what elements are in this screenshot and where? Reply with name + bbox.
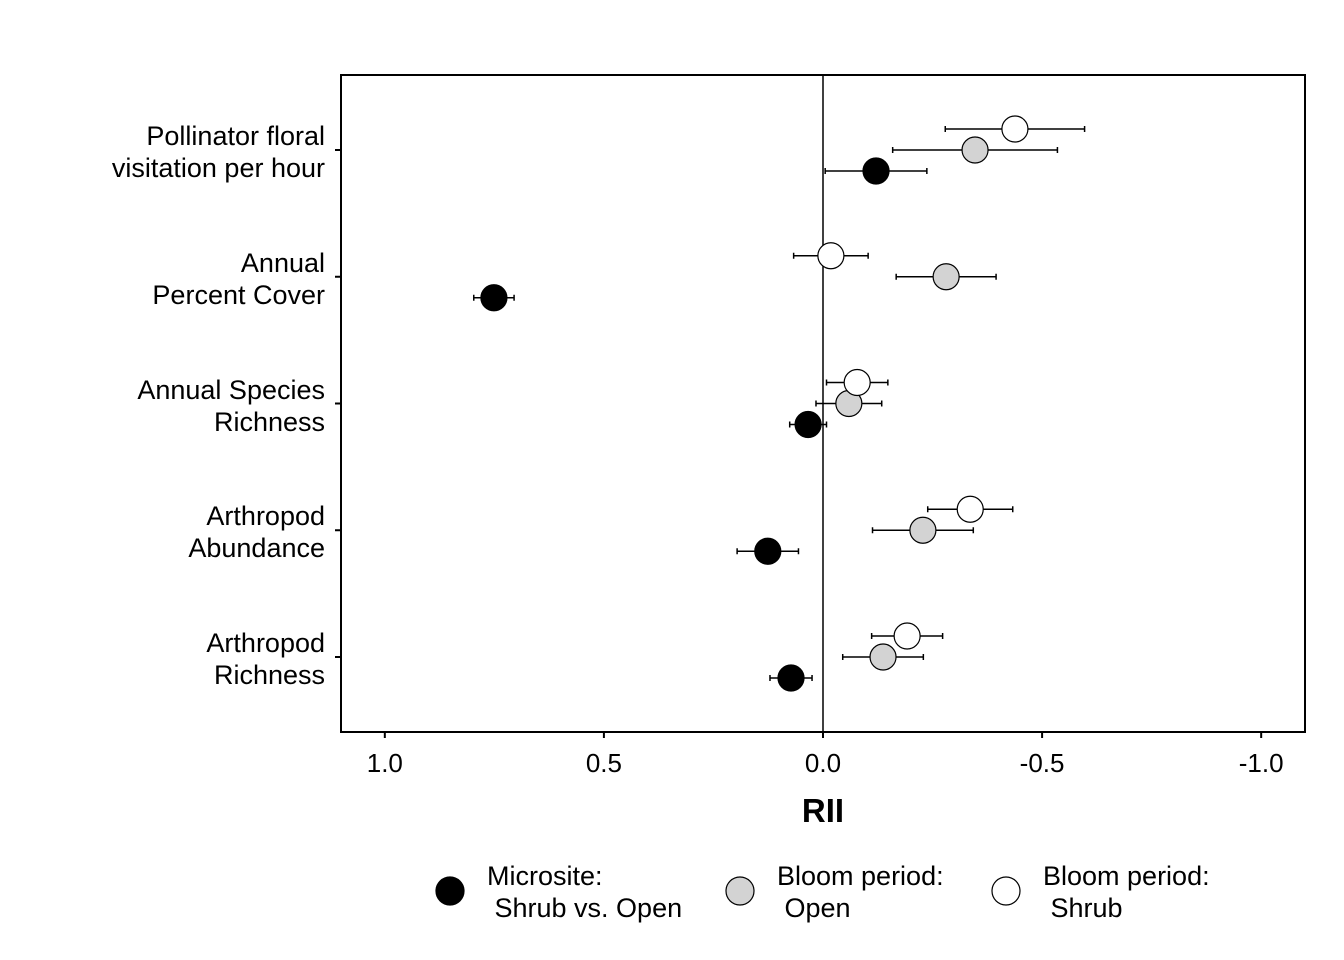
dot xyxy=(1001,115,1029,143)
dot xyxy=(794,410,822,439)
x-tick-label: 0.5 xyxy=(585,748,622,778)
x-axis-label: RII xyxy=(801,792,845,829)
dot xyxy=(869,643,897,671)
y-tick-label: Arthropod Abundance xyxy=(188,501,325,564)
legend-label: Bloom period: Shrub xyxy=(1043,861,1210,923)
y-tick-label: Arthropod Richness xyxy=(206,628,325,690)
dot xyxy=(862,157,890,185)
dot xyxy=(956,495,984,523)
legend-label: Microsite: Shrub vs. Open xyxy=(487,861,683,923)
dot xyxy=(754,537,782,565)
y-tick-label: Annual Species Richness xyxy=(137,374,325,437)
dot xyxy=(909,516,937,544)
x-tick-label: -1.0 xyxy=(1238,748,1284,778)
legend-label: Bloom period: Open xyxy=(777,861,944,923)
y-tick-label: Pollinator floral visitation per hour xyxy=(111,121,325,183)
dot xyxy=(817,242,845,270)
dot xyxy=(843,368,871,397)
dot xyxy=(893,622,921,650)
x-tick-label: -0.5 xyxy=(1019,748,1065,778)
dot xyxy=(961,136,989,164)
dot xyxy=(932,263,960,291)
y-tick-label: Annual Percent Cover xyxy=(152,247,325,310)
x-tick-label: 1.0 xyxy=(366,748,403,778)
x-tick-label: 0.0 xyxy=(804,748,842,778)
dot xyxy=(480,284,508,312)
dot xyxy=(777,664,805,692)
legend-marker xyxy=(991,876,1021,906)
legend-marker xyxy=(435,876,465,906)
legend-marker xyxy=(725,876,755,906)
